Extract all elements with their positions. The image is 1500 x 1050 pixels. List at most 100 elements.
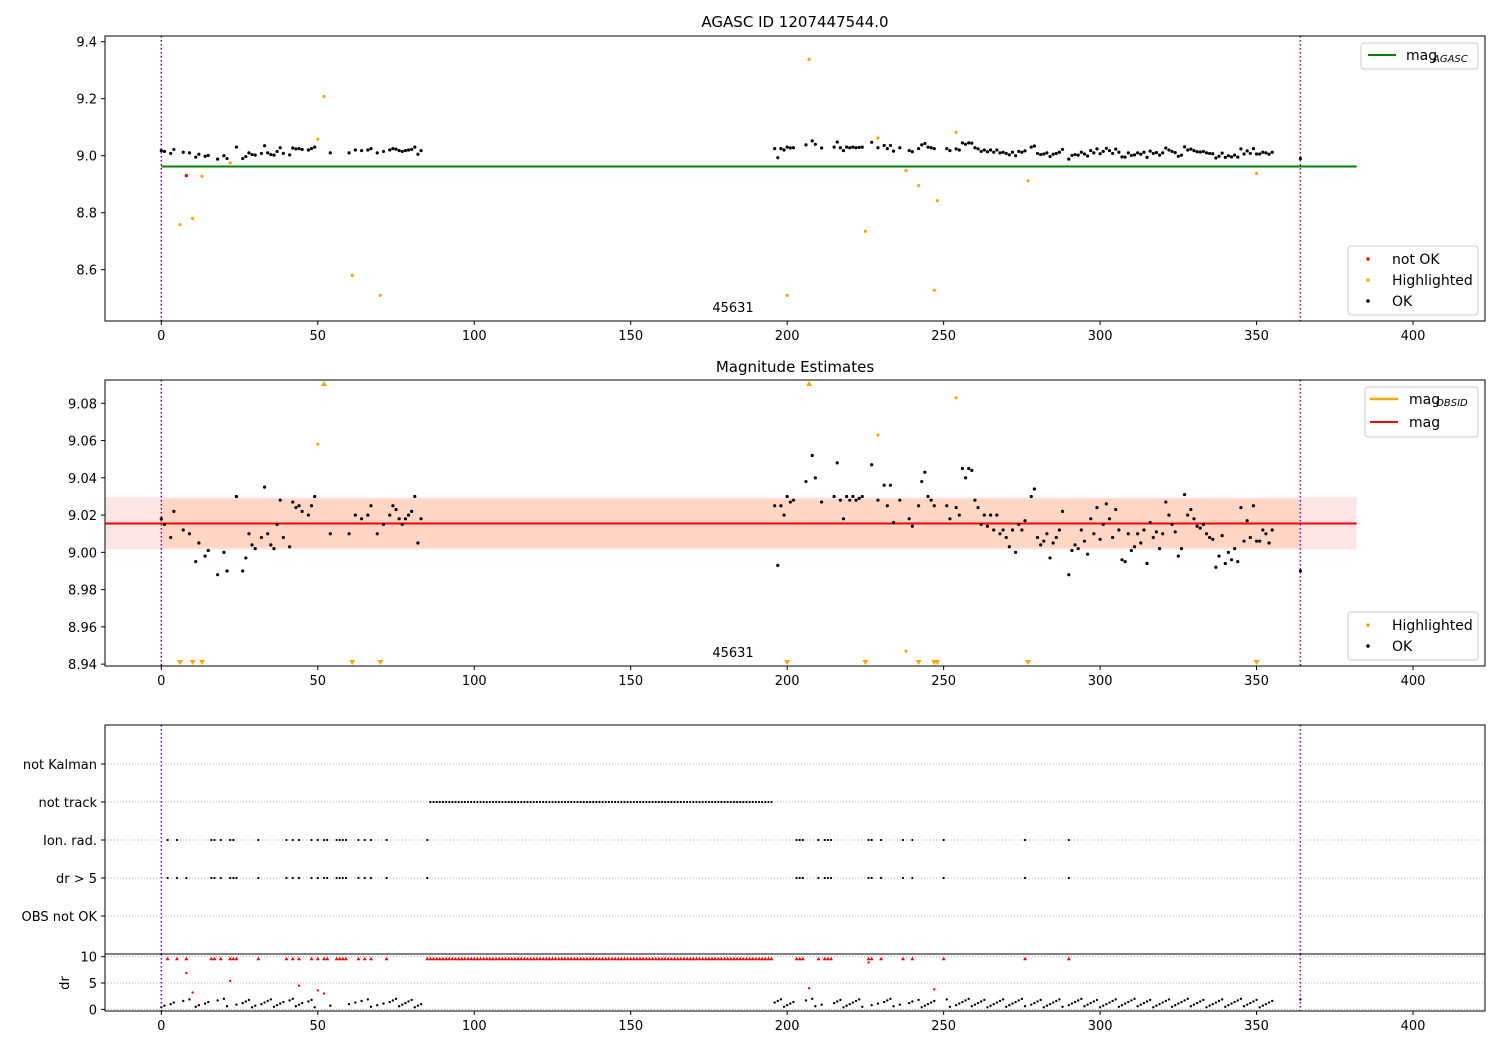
not-track-point [657, 800, 660, 804]
ok-point [1251, 504, 1256, 508]
p2-ytick-label: 8.96 [68, 621, 97, 636]
dr-capped-marker [631, 956, 636, 961]
ok-point [400, 522, 404, 526]
dr-point [1036, 1000, 1039, 1003]
ok-point [353, 148, 357, 152]
ok-point [1239, 506, 1243, 510]
ok-point [1229, 155, 1234, 159]
not-track-point [435, 800, 438, 804]
dr-point [1158, 1002, 1161, 1006]
ok-point [1270, 528, 1274, 532]
ion-rad-point [385, 838, 388, 842]
ok-point [1179, 153, 1184, 157]
ok-point [1029, 494, 1033, 499]
ion-rad-point [257, 838, 260, 842]
ok-point [1264, 532, 1268, 536]
ok-point [945, 504, 949, 508]
ok-point [860, 145, 864, 149]
not-track-point [726, 800, 729, 804]
dr-capped-marker [941, 956, 946, 961]
ok-point [888, 483, 893, 487]
not-track-point [692, 800, 695, 804]
dr-capped-marker [218, 956, 223, 961]
dr-point [163, 1004, 166, 1007]
dr-capped-marker [297, 956, 302, 961]
ok-point [898, 498, 902, 502]
ok-point [406, 513, 411, 517]
ok-point [1092, 532, 1096, 536]
ok-point [1032, 144, 1036, 148]
ok-point [266, 532, 270, 536]
ok-point [1261, 150, 1265, 154]
dr-gt5-point [823, 876, 826, 880]
dr-point [269, 998, 273, 1001]
ok-point [995, 148, 999, 152]
p4-axes-box [104, 953, 1486, 1012]
p1-axes-box [104, 35, 1486, 322]
ok-point [413, 145, 417, 149]
dr-capped-marker [722, 956, 727, 961]
dr-capped-marker [703, 956, 708, 961]
dr-capped-marker [362, 956, 367, 961]
ok-point [848, 146, 852, 150]
dr-gt5-point [285, 876, 288, 880]
dr-point [288, 999, 291, 1002]
dr-point [954, 1003, 958, 1007]
not-track-point [444, 800, 448, 804]
ok-point [1267, 541, 1271, 545]
ok-point [1245, 519, 1249, 523]
ok-point [1182, 145, 1187, 149]
ok-point [375, 532, 379, 536]
not-track-point [495, 800, 498, 804]
ok-point [1057, 150, 1062, 154]
ok-point [1254, 539, 1259, 543]
panel-agasc-series-legend: not OK Highlighted OK [1347, 245, 1479, 316]
ok-point [1089, 517, 1093, 521]
dr-gt5-point [801, 876, 804, 880]
ok-point [1070, 153, 1074, 158]
ok-point [1251, 146, 1256, 151]
ok-point [1076, 153, 1080, 157]
dr-point [188, 998, 191, 1001]
dr-capped-marker [625, 956, 630, 961]
dr-gt5-point [185, 876, 188, 880]
dr-point [814, 1005, 817, 1008]
clipped-low-marker [349, 660, 356, 665]
highlighted-point [904, 649, 908, 653]
dr-point [1045, 1004, 1049, 1007]
ok-point [963, 142, 968, 146]
dr-capped-marker [713, 956, 718, 961]
ok-point [1104, 502, 1108, 506]
dr-capped-marker [212, 956, 217, 961]
not-track-point [448, 800, 451, 804]
dr-capped-marker [506, 956, 511, 961]
not-track-point [770, 800, 773, 804]
legend-mag-obsid-subscript: OBSID [1436, 398, 1468, 409]
clipped-high-marker [806, 381, 813, 386]
not-track-point [670, 800, 673, 804]
dr-gt5-point [297, 876, 301, 880]
dr-capped-marker [653, 956, 658, 961]
dr-gt5-point [316, 876, 319, 880]
dr-capped-marker [509, 956, 514, 961]
ok-point [876, 498, 880, 502]
not-track-point [588, 800, 592, 804]
dr-point [1136, 1005, 1139, 1008]
ok-point [1089, 148, 1093, 153]
not-track-point [563, 800, 567, 804]
dr-capped-marker [478, 956, 483, 961]
not-track-point [470, 800, 473, 804]
ion-rad-point [829, 838, 833, 842]
dr-capped-marker [516, 956, 521, 961]
not-track-point [754, 800, 757, 804]
ok-point [907, 148, 911, 153]
ion-rad-point [801, 838, 804, 842]
ok-point [1092, 151, 1096, 155]
ok-point [854, 498, 858, 502]
dr-point [911, 1000, 914, 1003]
ok-point [172, 509, 176, 513]
dr-capped-marker [334, 956, 339, 961]
p2-ytick-label: 9.04 [68, 472, 97, 487]
dr-capped-marker [440, 956, 445, 961]
panel-agasc-frame: 0 50 100 150 200 250 300 350 400 8.6 8.8 9.0 9.2 9.4 [76, 35, 1486, 344]
